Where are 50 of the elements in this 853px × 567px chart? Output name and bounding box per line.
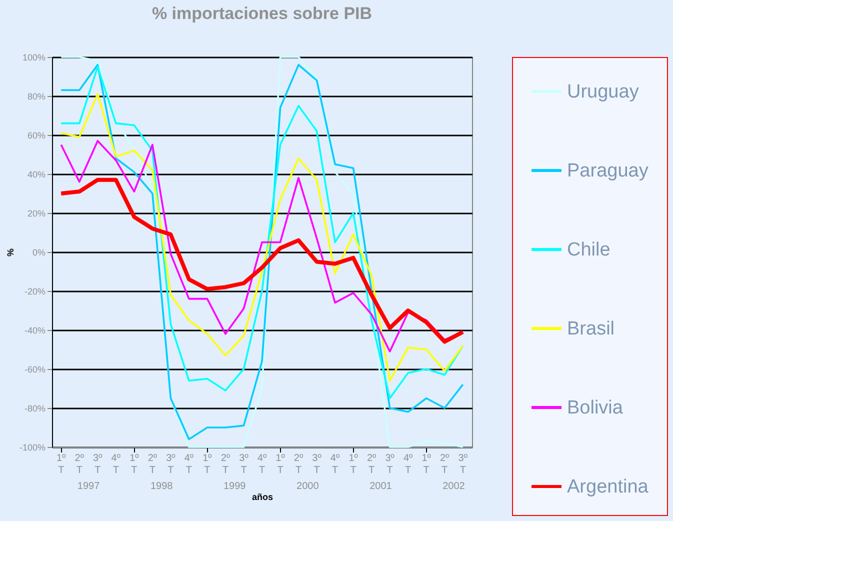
x-axis-title: años [252, 492, 274, 502]
y-tick-label: 100% [22, 52, 46, 62]
x-tick-label: 4º T [257, 453, 267, 476]
legend-label: Bolivia [567, 398, 624, 418]
text: 1997 [77, 481, 100, 492]
x-tick-label: 1º T [348, 453, 358, 476]
x-tick-label: 1º T [202, 453, 212, 476]
x-tick-label: 2º T [366, 453, 377, 476]
x-tick-label: 3º T [166, 453, 176, 476]
text: 2001 [370, 481, 392, 492]
x-tick-label: 1º T [56, 453, 66, 476]
y-tick-label: -20% [24, 286, 46, 296]
x-tick-label: 4º T [330, 453, 340, 476]
y-tick-label: -60% [24, 364, 46, 374]
x-tick-label: 4º T [403, 453, 414, 476]
text: 1999 [223, 481, 246, 492]
x-tick-label: 2º T [148, 453, 158, 476]
x-tick-label: 2º T [74, 453, 84, 476]
text: 2000 [296, 481, 320, 492]
x-tick-label: 3º T [93, 453, 103, 476]
legend-label: Chile [567, 240, 610, 260]
x-tick-label: 2º T [440, 453, 450, 476]
x-tick-label: 3º T [458, 453, 468, 476]
text: 2002 [442, 481, 466, 492]
legend-label: Uruguay [567, 82, 640, 102]
x-tick-label: 4º T [111, 453, 121, 476]
chart-title: % importaciones sobre PIB [152, 4, 372, 23]
x-tick-label: 4º T [184, 453, 194, 476]
x-tick-label: 3º T [239, 453, 249, 476]
x-tick-label: 3º T [312, 453, 322, 476]
y-tick-label: -100% [19, 442, 46, 452]
x-tick-label: 1º T [422, 453, 432, 476]
y-tick-label: -40% [24, 326, 46, 336]
y-tick-label: 40% [27, 170, 46, 180]
legend-label: Argentina [567, 476, 649, 498]
y-tick-label: 80% [27, 92, 46, 102]
x-tick-label: 2º T [294, 453, 304, 476]
legend-label: Brasil [567, 318, 615, 340]
y-tick-label: 0% [32, 248, 46, 258]
text: 1998 [150, 481, 174, 492]
y-tick-label: -80% [24, 404, 46, 414]
x-tick-label: 2º T [220, 453, 230, 476]
x-tick-label: 1º T [276, 453, 286, 476]
y-tick-label: 20% [27, 208, 46, 218]
line-series [59, 178, 465, 344]
legend-label: Paraguay [567, 160, 649, 182]
y-tick-label: 60% [27, 130, 46, 140]
y-axis-title: % [5, 248, 16, 257]
x-tick-label: 3º T [385, 453, 395, 476]
x-tick-label: 1º T [130, 453, 140, 476]
